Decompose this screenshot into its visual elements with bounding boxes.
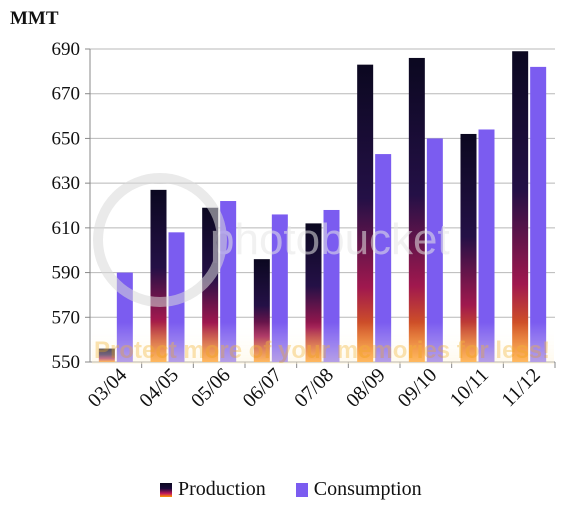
x-tick-label: 05/06 xyxy=(187,364,235,412)
bar-production xyxy=(408,57,425,362)
bar-consumption xyxy=(426,138,443,362)
y-tick-label: 570 xyxy=(52,307,81,328)
x-tick-label: 07/08 xyxy=(290,364,338,412)
legend-label-consumption: Consumption xyxy=(313,478,422,500)
bar-production xyxy=(512,51,529,362)
y-tick-label: 650 xyxy=(52,128,81,149)
watermark-logo xyxy=(93,173,227,307)
bar-consumption xyxy=(478,129,495,362)
x-tick-label: 08/09 xyxy=(342,364,390,412)
x-tick-label: 06/07 xyxy=(239,364,287,412)
x-tick-labels: 03/04 04/05 05/06 06/07 07/08 08/09 09/10 10/11… xyxy=(84,364,545,412)
legend-swatch-consumption xyxy=(295,482,308,497)
legend: Production Consumption xyxy=(160,478,452,501)
y-tick-label: 630 xyxy=(52,173,81,194)
x-tick-label: 04/05 xyxy=(135,364,183,412)
legend-swatch-production xyxy=(160,482,172,497)
bar-production xyxy=(460,133,477,362)
y-tick-label: 690 xyxy=(52,39,81,60)
y-tick-label: 550 xyxy=(52,352,81,373)
bar-consumption xyxy=(375,154,392,362)
x-tick-label: 10/11 xyxy=(446,364,493,411)
y-tick-label: 590 xyxy=(52,263,81,284)
bar-production xyxy=(357,64,374,363)
bars xyxy=(98,51,547,363)
y-tick-label: 670 xyxy=(52,84,81,105)
bar-production xyxy=(150,189,167,362)
legend-item-consumption: Consumption xyxy=(295,478,422,501)
bar-consumption xyxy=(530,66,547,362)
y-tick-labels: 550 570 590 610 630 650 670 690 xyxy=(52,39,81,373)
watermark: photobucket Protect more of your memorie… xyxy=(92,173,554,364)
watermark-tagline: Protect more of your memories for less! xyxy=(94,337,550,364)
y-tick-label: 610 xyxy=(52,218,81,239)
legend-label-production: Production xyxy=(178,478,266,500)
watermark-banner xyxy=(92,322,554,364)
x-tick-label: 11/12 xyxy=(497,364,544,411)
watermark-brand: photobucket xyxy=(210,215,450,264)
y-unit-label: MMT xyxy=(10,8,59,29)
legend-item-production: Production xyxy=(160,478,266,501)
x-tick-label: 09/10 xyxy=(394,364,442,412)
x-tick-label: 03/04 xyxy=(84,364,132,412)
